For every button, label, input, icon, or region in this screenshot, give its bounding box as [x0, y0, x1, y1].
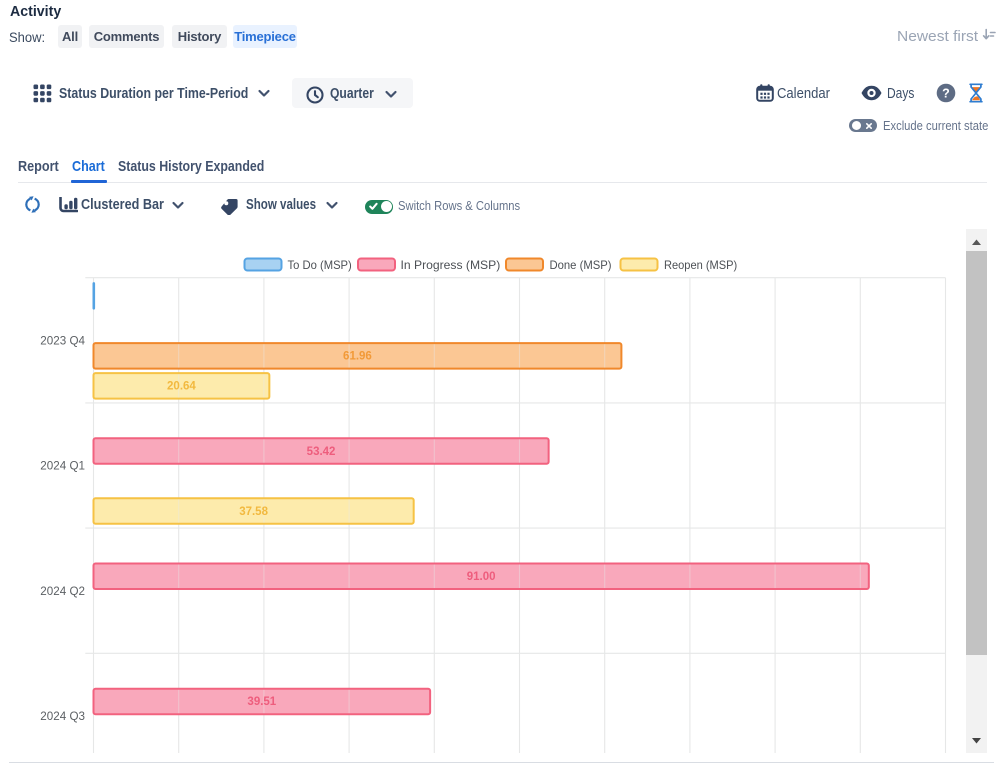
- svg-text:2024 Q1: 2024 Q1: [40, 459, 85, 473]
- svg-text:61.96: 61.96: [343, 351, 372, 363]
- svg-text:Done (MSP): Done (MSP): [550, 258, 612, 272]
- svg-text:2024 Q2: 2024 Q2: [40, 584, 85, 598]
- svg-text:In Progress (MSP): In Progress (MSP): [401, 258, 501, 272]
- svg-text:2023 Q4: 2023 Q4: [40, 333, 85, 347]
- svg-text:To Do (MSP): To Do (MSP): [288, 258, 352, 272]
- svg-text:39.51: 39.51: [247, 696, 276, 708]
- svg-text:?: ?: [942, 86, 950, 100]
- svg-text:Reopen (MSP): Reopen (MSP): [664, 258, 737, 272]
- svg-text:53.42: 53.42: [307, 446, 336, 458]
- svg-text:37.58: 37.58: [239, 506, 268, 518]
- svg-text:2024 Q3: 2024 Q3: [40, 709, 85, 723]
- svg-text:91.00: 91.00: [467, 571, 496, 583]
- svg-text:20.64: 20.64: [167, 381, 196, 393]
